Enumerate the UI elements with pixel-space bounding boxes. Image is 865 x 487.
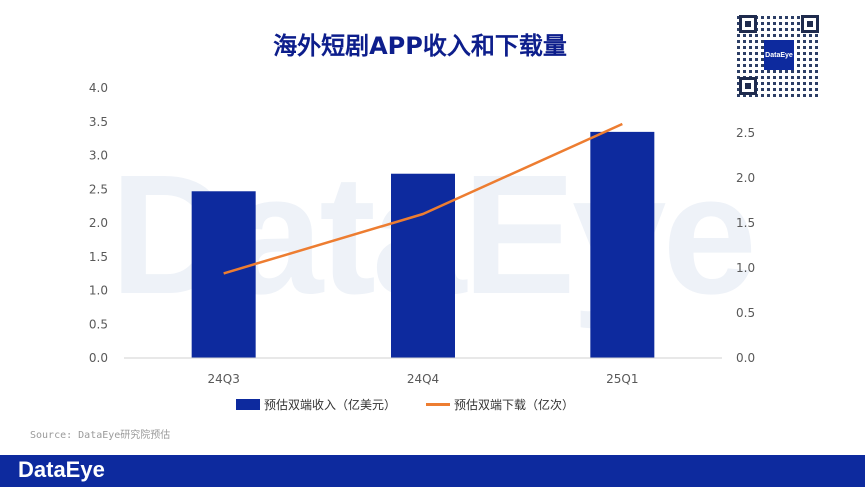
- qr-center-logo: DataEye: [764, 40, 794, 70]
- y-right-tick-label: 0.0: [736, 351, 755, 365]
- bar-revenue: [391, 173, 455, 358]
- qr-finder-bottom-left: [739, 77, 757, 95]
- y-right-tick-label: 2.5: [736, 126, 755, 140]
- footer-logo: DataEye: [18, 457, 105, 482]
- source-note: Source: DataEye研究院预估: [30, 430, 171, 441]
- qr-finder-top-left: [739, 15, 757, 33]
- legend-item-downloads: 预估双端下载（亿次）: [426, 396, 574, 413]
- legend-label-revenue: 预估双端收入（亿美元）: [264, 398, 397, 412]
- chart-title: 海外短剧APP收入和下载量: [273, 32, 567, 60]
- y-right-tick-label: 1.0: [736, 261, 755, 275]
- y-left-tick-label: 3.0: [89, 149, 108, 163]
- y-left-tick-label: 2.0: [89, 216, 108, 230]
- y-left-tick-label: 2.5: [89, 182, 108, 196]
- x-tick-label: 24Q3: [207, 372, 239, 386]
- legend-swatch-revenue: [236, 399, 260, 410]
- y-right-tick-label: 1.5: [736, 216, 755, 230]
- footer-bar: DataEye: [0, 455, 865, 487]
- y-left-tick-label: 1.0: [89, 284, 108, 298]
- y-right-tick-label: 0.5: [736, 306, 755, 320]
- bar-revenue: [191, 191, 256, 358]
- y-left-tick-label: 0.5: [89, 317, 108, 331]
- y-right-tick-label: 2.0: [736, 171, 755, 185]
- legend: 预估双端收入（亿美元） 预估双端下载（亿次）: [236, 396, 604, 413]
- y-left-tick-label: 1.5: [89, 250, 108, 264]
- y-left-tick-label: 4.0: [89, 81, 108, 95]
- x-tick-label: 24Q4: [407, 372, 439, 386]
- bar-revenue: [590, 131, 655, 358]
- y-left-tick-label: 3.5: [89, 115, 108, 129]
- legend-label-downloads: 预估双端下载（亿次）: [454, 398, 575, 412]
- legend-item-revenue: 预估双端收入（亿美元）: [236, 396, 396, 413]
- legend-swatch-downloads: [426, 403, 451, 406]
- y-left-tick-label: 0.0: [89, 351, 108, 365]
- qr-code: DataEye: [736, 12, 822, 98]
- qr-finder-top-right: [801, 15, 819, 33]
- x-tick-label: 25Q1: [606, 372, 638, 386]
